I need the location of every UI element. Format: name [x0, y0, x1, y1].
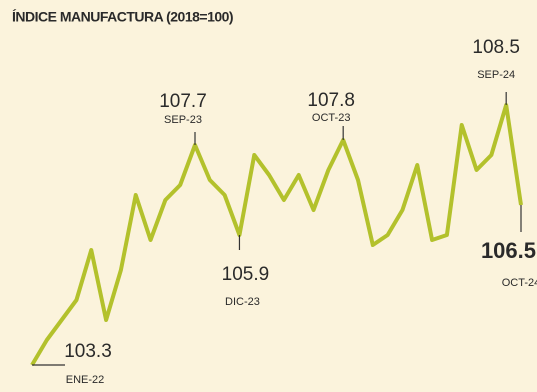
value-label: 103.3	[64, 341, 112, 362]
value-label: 108.5	[472, 37, 520, 58]
chart-title: ÍNDICE MANUFACTURA (2018=100)	[12, 9, 233, 25]
line	[30, 103, 523, 367]
category-label: OCT-24	[502, 277, 537, 289]
value-label: 107.7	[159, 91, 207, 112]
category-label: ENE-22	[66, 374, 105, 386]
value-label: 107.8	[307, 90, 355, 111]
value-label: 106.5	[481, 238, 536, 263]
category-label: DIC-23	[225, 296, 260, 308]
value-label: 105.9	[222, 264, 270, 285]
category-label: SEP-24	[477, 69, 515, 81]
category-label: OCT-23	[312, 112, 351, 124]
category-label: SEP-23	[164, 114, 202, 126]
